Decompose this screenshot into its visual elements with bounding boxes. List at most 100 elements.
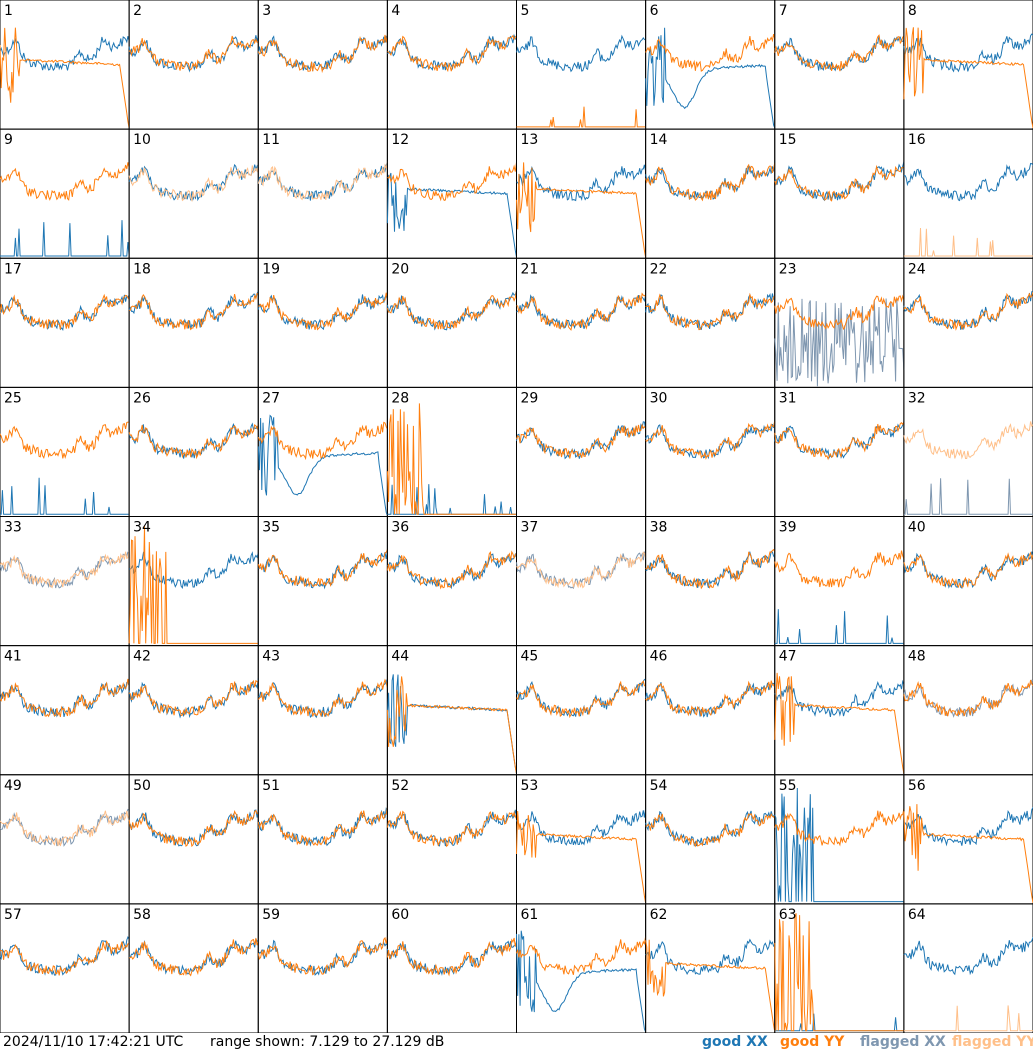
series-xx xyxy=(645,938,776,976)
panel-24: 24 xyxy=(903,257,1033,388)
series-xx xyxy=(386,172,517,258)
panel-label: 57 xyxy=(4,907,22,923)
panel-label: 4 xyxy=(391,3,400,19)
panel-label: 26 xyxy=(133,390,151,406)
series-xx xyxy=(774,787,904,903)
series-xx xyxy=(903,807,1033,847)
panel-label: 8 xyxy=(908,3,917,19)
series-xx xyxy=(903,679,1033,718)
series-yy xyxy=(774,34,905,72)
panel-32: 32 xyxy=(903,386,1033,517)
panel-frame xyxy=(386,903,517,1033)
panel-label: 59 xyxy=(262,907,280,923)
panel-label: 33 xyxy=(4,520,22,536)
series-yy xyxy=(128,35,259,71)
panel-frame xyxy=(903,257,1033,388)
series-xx xyxy=(0,935,130,976)
panel-17: 17 xyxy=(0,257,130,388)
series-yy xyxy=(903,291,1033,331)
panel-14: 14 xyxy=(645,128,776,259)
panel-label: 5 xyxy=(521,3,530,19)
panel-label: 19 xyxy=(262,261,280,277)
panel-label: 42 xyxy=(133,649,151,665)
series-yy xyxy=(386,810,517,848)
panel-15: 15 xyxy=(774,128,905,259)
series-xx xyxy=(257,807,388,847)
series-yy xyxy=(258,292,388,331)
panel-37: 37 xyxy=(516,516,647,647)
panel-label: 43 xyxy=(262,649,280,665)
series-xx xyxy=(516,930,647,1033)
panel-frame xyxy=(0,386,130,517)
panel-frame xyxy=(257,0,388,130)
series-xx xyxy=(645,550,776,588)
series-xx xyxy=(0,220,130,257)
series-yy xyxy=(645,33,776,72)
panel-label: 21 xyxy=(521,261,539,277)
panel-label: 29 xyxy=(521,390,539,406)
panel-22: 22 xyxy=(645,257,776,388)
series-yy xyxy=(903,679,1033,717)
panel-label: 17 xyxy=(4,261,22,277)
panel-label: 32 xyxy=(908,390,926,406)
panel-label: 12 xyxy=(391,132,409,148)
panel-36: 36 xyxy=(386,516,517,647)
series-yy xyxy=(774,421,905,461)
panel-63: 63 xyxy=(774,903,905,1033)
panel-label: 35 xyxy=(262,520,280,536)
series-yy xyxy=(774,294,905,331)
series-xx xyxy=(516,34,646,73)
legend-flagged-yy: flagged YY xyxy=(952,1034,1033,1050)
panel-label: 50 xyxy=(133,778,151,794)
series-xx xyxy=(774,161,905,202)
panel-label: 38 xyxy=(650,520,668,536)
series-yy xyxy=(128,165,259,203)
panel-60: 60 xyxy=(386,903,517,1033)
panel-label: 24 xyxy=(908,261,926,277)
series-xx xyxy=(516,551,647,590)
panel-label: 51 xyxy=(262,778,280,794)
panel-52: 52 xyxy=(386,774,517,905)
panel-56: 56 xyxy=(903,774,1033,905)
panel-10: 10 xyxy=(128,128,259,259)
panel-25: 25 xyxy=(0,386,130,517)
panel-label: 18 xyxy=(133,261,151,277)
panel-label: 14 xyxy=(650,132,668,148)
series-xx xyxy=(645,810,776,847)
panel-2: 2 xyxy=(128,0,259,130)
panel-31: 31 xyxy=(774,386,905,517)
panel-label: 62 xyxy=(650,907,668,923)
panel-frame xyxy=(0,774,130,905)
series-xx xyxy=(386,290,517,331)
panel-5: 5 xyxy=(516,0,647,130)
panel-40: 40 xyxy=(903,516,1033,647)
series-xx xyxy=(516,421,647,460)
panel-label: 22 xyxy=(650,261,668,277)
panel-23: 23 xyxy=(774,257,905,388)
panel-label: 52 xyxy=(391,778,409,794)
panel-label: 16 xyxy=(908,132,926,148)
panel-19: 19 xyxy=(257,257,388,388)
series-yy xyxy=(257,936,388,976)
panel-35: 35 xyxy=(257,516,388,647)
series-yy xyxy=(903,804,1033,903)
panel-62: 62 xyxy=(645,903,776,1033)
series-yy xyxy=(516,106,646,128)
panel-20: 20 xyxy=(386,257,517,388)
panel-label: 10 xyxy=(133,132,151,148)
panel-frame xyxy=(645,645,776,776)
panel-8: 8 xyxy=(903,0,1033,130)
panel-27: 27 xyxy=(257,386,388,517)
panel-50: 50 xyxy=(128,774,259,905)
panel-label: 49 xyxy=(4,778,22,794)
panel-39: 39 xyxy=(774,516,905,647)
series-yy xyxy=(0,27,130,129)
panel-label: 31 xyxy=(779,390,797,406)
timestamp: 2024/11/10 17:42:21 UTC xyxy=(3,1034,184,1050)
legend-good-xx: good XX xyxy=(702,1034,768,1050)
panel-label: 9 xyxy=(4,132,13,148)
series-yy xyxy=(386,550,517,590)
panel-label: 41 xyxy=(4,649,22,665)
panel-label: 30 xyxy=(650,390,668,406)
series-xx xyxy=(0,477,130,515)
